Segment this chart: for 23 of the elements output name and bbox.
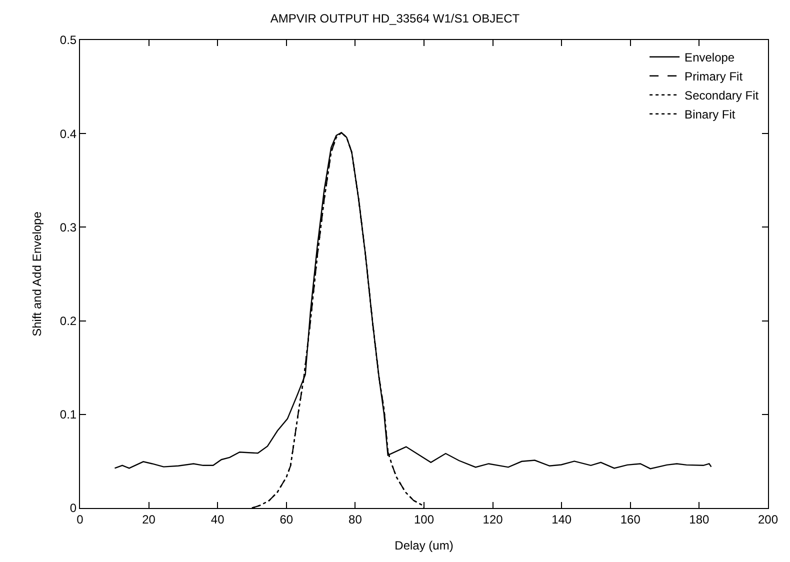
x-tick-label: 80 xyxy=(348,512,362,526)
x-tick-label: 200 xyxy=(758,512,778,526)
y-tick-label: 0.3 xyxy=(60,220,77,234)
legend-label: Secondary Fit xyxy=(684,88,760,103)
x-tick-label: 160 xyxy=(620,512,641,526)
legend-label: Primary Fit xyxy=(684,70,744,84)
x-tick-label: 100 xyxy=(414,512,434,526)
legend-label: Binary Fit xyxy=(684,108,736,122)
x-tick-label: 40 xyxy=(210,512,225,526)
y-tick-label: 0.1 xyxy=(60,408,77,422)
x-tick-label: 60 xyxy=(280,512,294,526)
y-axis-title: Shift and Add Envelope xyxy=(30,211,44,336)
x-tick-label: 140 xyxy=(552,512,572,526)
x-tick-label: 180 xyxy=(689,512,710,526)
y-tick-label: 0.4 xyxy=(60,126,77,141)
x-tick-label: 120 xyxy=(482,512,504,526)
x-tick-label: 20 xyxy=(142,512,156,526)
chart-title: AMPVIR OUTPUT HD_33564 W1/S1 OBJECT xyxy=(270,11,520,26)
legend-label: Envelope xyxy=(684,50,735,65)
x-axis-title: Delay (um) xyxy=(394,538,454,552)
y-tick-label: 0 xyxy=(70,501,77,516)
y-tick-label: 0.5 xyxy=(60,33,77,48)
y-tick-label: 0.2 xyxy=(60,314,77,328)
